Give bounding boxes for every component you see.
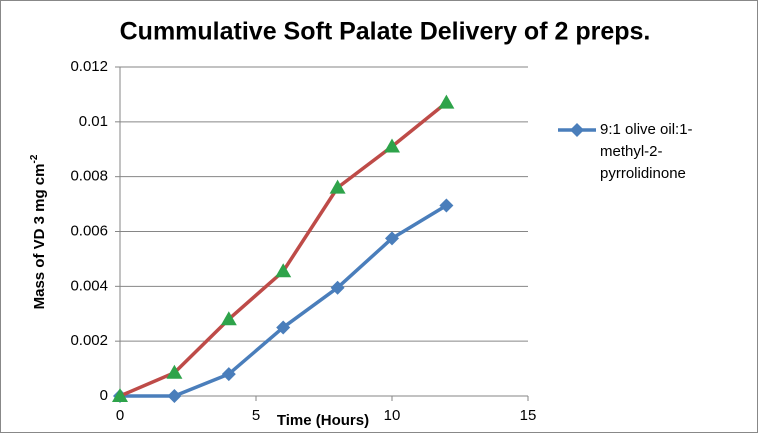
- legend-marker: [570, 123, 584, 137]
- y-axis-label-text: Mass of VD 3 mg cm: [31, 164, 48, 310]
- chart-title: Cummulative Soft Palate Delivery of 2 pr…: [120, 18, 651, 46]
- marker: [166, 364, 183, 379]
- marker: [167, 389, 182, 403]
- y-tick-label: 0: [100, 387, 108, 404]
- x-tick-label: 0: [116, 407, 124, 424]
- marker: [438, 94, 455, 109]
- x-tick-label: 10: [384, 407, 401, 424]
- x-tick-label: 5: [252, 407, 260, 424]
- x-axis-label: Time (Hours): [277, 412, 369, 429]
- marker: [112, 388, 128, 402]
- y-axis-label-superscript: -2: [29, 154, 40, 163]
- marker: [385, 231, 399, 246]
- marker: [384, 138, 400, 153]
- y-tick-label: 0.006: [70, 222, 108, 239]
- marker: [276, 320, 291, 335]
- x-tick-label: 15: [520, 407, 537, 424]
- marker: [220, 311, 237, 326]
- legend-label-box: 9:1 olive oil:1-methyl-2-pyrrolidinone: [600, 121, 693, 182]
- marker: [221, 367, 236, 382]
- y-tick-label: 0.01: [79, 113, 108, 130]
- legend-label: 9:1 olive oil:1-methyl-2-pyrrolidinone: [600, 121, 693, 182]
- marker: [329, 179, 346, 194]
- y-tick-label: 0.012: [70, 58, 108, 75]
- marker: [275, 263, 292, 278]
- y-axis-label: Mass of VD 3 mg cm-2: [29, 154, 48, 309]
- marker: [330, 280, 345, 295]
- y-tick-label: 0.008: [70, 168, 108, 185]
- y-tick-label: 0.004: [70, 277, 108, 294]
- y-tick-label: 0.002: [70, 332, 108, 349]
- marker: [439, 198, 454, 213]
- legend-item: 9:1 olive oil:1-methyl-2-pyrrolidinone: [558, 121, 693, 182]
